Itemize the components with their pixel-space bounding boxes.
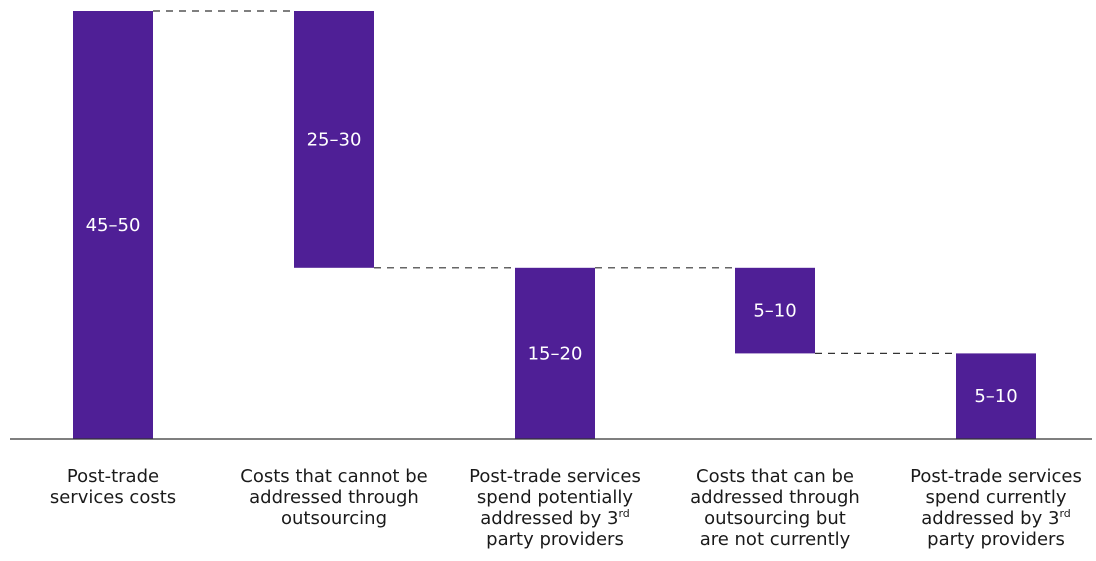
bar-value-label-4: 5–10 [753,301,796,322]
category-label-text: Post-trade [66,466,160,487]
category-label-line: addressed by 3rd [455,508,655,529]
category-label-text: Costs that can be [696,466,854,487]
category-label-4: Costs that can be addressed through outsou… [675,466,875,550]
category-label-text: Costs that cannot be [240,466,428,487]
ordinal-superscript: rd [1059,507,1071,520]
category-label-line: addressed through [234,487,434,508]
category-label-line: are not currently [675,529,875,550]
category-label-line: outsourcing [234,508,434,529]
category-label-line: Costs that cannot be [234,466,434,487]
category-label-text: outsourcing [280,508,387,529]
category-label-1: Post-trade services costs [13,466,213,508]
bar-1 [73,11,153,439]
category-label-text: Post-trade services [910,466,1082,487]
category-label-text: addressed by 3 [480,508,619,529]
category-label-line: addressed by 3rd [896,508,1096,529]
bar-value-label-5: 5–10 [974,386,1017,407]
bar-value-label-2: 25–30 [307,129,362,150]
category-label-line: addressed through [675,487,875,508]
category-label-line: party providers [455,529,655,550]
bar-4 [735,267,815,354]
category-label-text: addressed by 3 [921,508,1060,529]
category-label-text: party providers [927,529,1065,550]
category-label-text: spend potentially [476,487,634,508]
category-label-line: spend currently [896,487,1096,508]
bar-2 [294,11,374,268]
category-label-text: party providers [486,529,624,550]
category-label-text: Post-trade services [469,466,641,487]
category-label-3: Post-trade services spend potentially addr… [455,466,655,550]
category-label-text: spend currently [925,487,1067,508]
bar-value-label-1: 45–50 [86,215,141,236]
category-label-text: addressed through [690,487,860,508]
bar-5 [956,353,1036,439]
category-label-line: Post-trade [13,466,213,487]
category-label-2: Costs that cannot be addressed through out… [234,466,434,529]
ordinal-superscript: rd [618,507,630,520]
category-label-line: Costs that can be [675,466,875,487]
category-label-text: outsourcing but [704,508,846,529]
category-label-text: are not currently [699,529,851,550]
category-label-line: Post-trade services [455,466,655,487]
category-label-line: outsourcing but [675,508,875,529]
category-label-line: services costs [13,487,213,508]
category-label-line: spend potentially [455,487,655,508]
category-label-text: addressed through [249,487,419,508]
bar-3 [515,267,595,439]
bar-value-labels: 45–50 25–30 15–20 5–10 5–10 [86,129,1018,407]
bar-value-label-3: 15–20 [528,343,583,364]
category-label-line: party providers [896,529,1096,550]
category-label-text: services costs [49,487,177,508]
connector-lines [153,10,956,354]
bars [73,11,1036,439]
category-label-5: Post-trade services spend currently addres… [896,466,1096,550]
category-label-line: Post-trade services [896,466,1096,487]
